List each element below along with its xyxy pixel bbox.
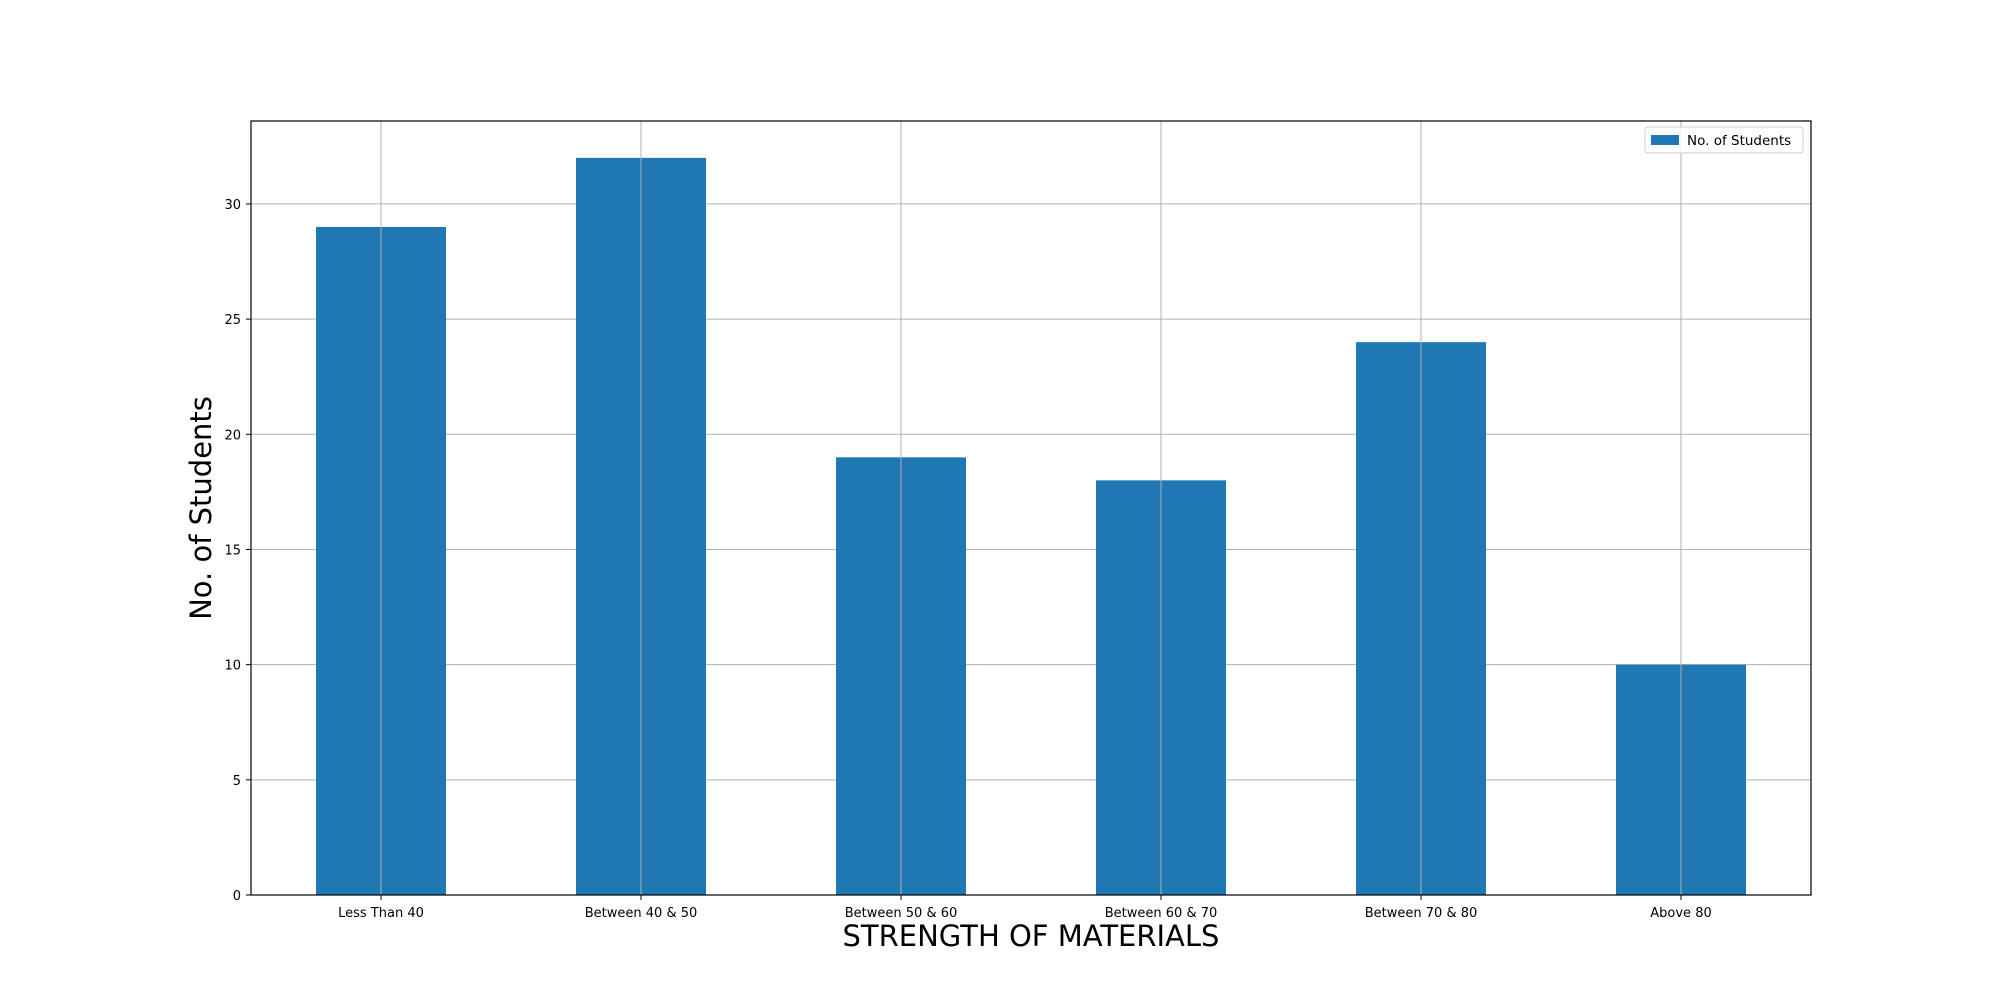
y-tick-label: 30 — [224, 198, 241, 213]
grid-lines — [251, 203, 1811, 896]
y-tick-label: 10 — [224, 659, 241, 674]
y-axis-title: No. of Students — [184, 396, 218, 620]
y-tick-label: 5 — [233, 774, 241, 789]
y-axis-ticks: 0 5 10 15 20 25 30 — [224, 198, 251, 904]
legend-box — [1644, 126, 1804, 154]
x-tick-label: Between 40 & 50 — [585, 906, 698, 921]
vertical-grid-lines — [380, 121, 1682, 895]
plot-frame — [250, 120, 1812, 896]
x-axis-ticks: Less Than 40 Between 40 & 50 Between 50 & … — [338, 895, 1712, 921]
bars — [316, 157, 1746, 896]
x-tick-label: Between 50 & 60 — [845, 906, 958, 921]
x-tick-label: Between 70 & 80 — [1365, 906, 1478, 921]
y-tick-label: 20 — [224, 428, 241, 443]
legend: No. of Students — [1644, 126, 1804, 154]
legend-label: No. of Students — [1687, 133, 1791, 149]
x-tick-label: Above 80 — [1650, 906, 1711, 921]
x-tick-label: Less Than 40 — [338, 906, 424, 921]
y-tick-label: 0 — [233, 889, 241, 904]
y-tick-label: 15 — [224, 543, 241, 558]
y-tick-label: 25 — [224, 313, 241, 328]
x-tick-label: Between 60 & 70 — [1105, 906, 1218, 921]
x-axis-title: STRENGTH OF MATERIALS — [843, 919, 1220, 953]
legend-swatch — [1651, 135, 1679, 145]
